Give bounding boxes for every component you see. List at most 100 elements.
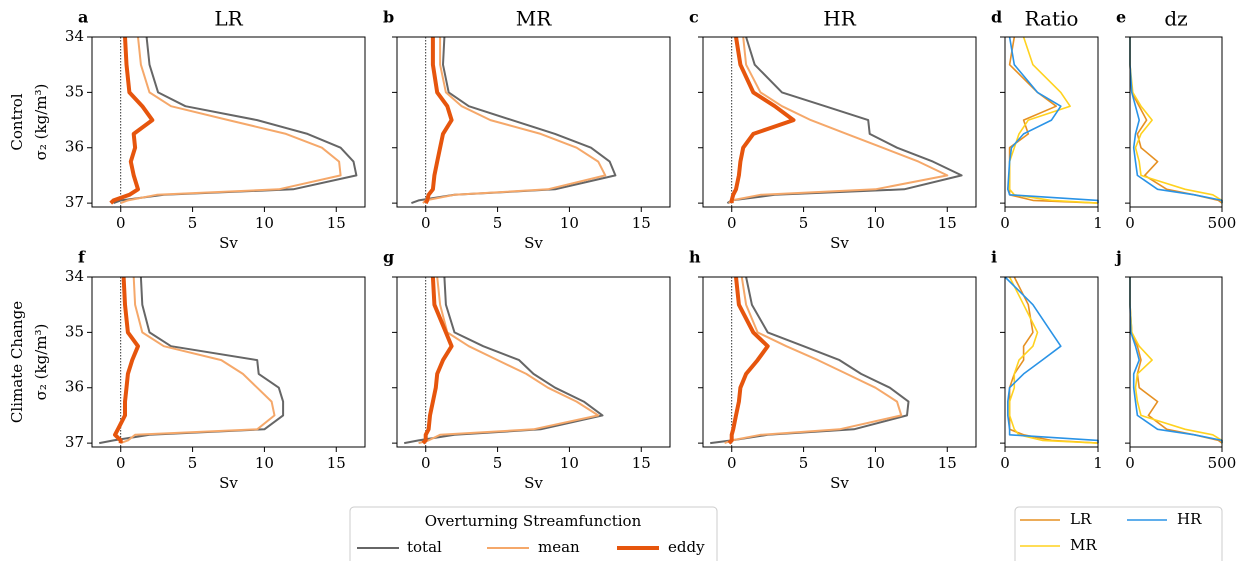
- legend-box: [1014, 506, 1223, 561]
- panel-label: j: [1114, 248, 1122, 267]
- series-line: [729, 36, 796, 204]
- x-axis-label: Sv: [524, 234, 543, 252]
- x-tick-label: 0: [116, 214, 126, 232]
- series-line: [726, 36, 963, 204]
- panel-title: HR: [823, 7, 856, 31]
- y-tick-label: 36: [65, 378, 84, 396]
- x-axis-label: Sv: [219, 474, 238, 492]
- x-axis-label: Sv: [524, 474, 543, 492]
- series-line: [421, 276, 454, 445]
- y-tick-label: 37: [65, 193, 84, 211]
- series-line: [120, 276, 276, 445]
- legend-label: MR: [1070, 536, 1097, 554]
- series-line: [1129, 277, 1223, 444]
- axes-frame: [1129, 276, 1223, 448]
- legend-label: eddy: [668, 538, 705, 556]
- legend-title: Overturning Streamfunction: [425, 512, 642, 530]
- panel-title: LR: [214, 7, 243, 31]
- axes-frame: [91, 36, 366, 208]
- y-axis-label: σ₂ (kg/m³): [32, 324, 50, 401]
- x-tick-label: 10: [255, 454, 274, 472]
- x-tick-label: 5: [799, 214, 809, 232]
- x-tick-label: 500: [1208, 214, 1237, 232]
- legend-label: HR: [1177, 510, 1202, 528]
- panel-label: h: [689, 248, 701, 267]
- panel-label: g: [383, 248, 394, 267]
- panel-title: dz: [1164, 7, 1187, 31]
- series-line: [1129, 37, 1223, 204]
- x-tick-label: 10: [866, 454, 885, 472]
- series-line: [1007, 36, 1099, 204]
- panel-label: b: [383, 8, 394, 27]
- panel-label: f: [78, 248, 86, 267]
- x-tick-label: 5: [188, 214, 198, 232]
- row-label: Control: [8, 93, 26, 150]
- x-tick-label: 0: [727, 214, 737, 232]
- x-tick-label: 10: [255, 214, 274, 232]
- series-line: [120, 36, 342, 205]
- series-line: [423, 37, 454, 205]
- panel-title: MR: [516, 7, 552, 31]
- x-axis-label: Sv: [830, 474, 849, 492]
- x-tick-label: 0: [727, 454, 737, 472]
- x-tick-label: 10: [560, 214, 579, 232]
- x-tick-label: 500: [1208, 454, 1237, 472]
- series-line: [113, 276, 140, 444]
- y-tick-label: 35: [65, 82, 84, 100]
- series-line: [724, 276, 903, 445]
- x-tick-label: 5: [493, 454, 503, 472]
- series-line: [1129, 277, 1223, 444]
- panel-label: d: [991, 8, 1002, 27]
- panel-label: i: [991, 248, 997, 267]
- x-tick-label: 15: [938, 214, 957, 232]
- y-tick-label: 34: [65, 27, 84, 45]
- series-line: [1129, 277, 1223, 444]
- x-tick-label: 15: [327, 214, 346, 232]
- series-line: [411, 36, 617, 205]
- series-line: [1129, 37, 1223, 204]
- axes-frame: [1004, 276, 1099, 448]
- axes-frame: [91, 276, 366, 448]
- panel-title: Ratio: [1025, 7, 1079, 31]
- x-tick-label: 0: [116, 454, 126, 472]
- x-tick-label: 5: [493, 214, 503, 232]
- x-tick-label: 5: [188, 454, 198, 472]
- axes-frame: [1004, 36, 1099, 208]
- axes-frame: [1129, 36, 1223, 208]
- x-tick-label: 10: [866, 214, 885, 232]
- axes-frame: [702, 276, 977, 448]
- legend-label: total: [407, 538, 442, 556]
- axes-frame: [396, 276, 671, 448]
- x-tick-label: 0: [421, 214, 431, 232]
- x-axis-label: Sv: [219, 234, 238, 252]
- x-tick-label: 0: [421, 454, 431, 472]
- row-label: Climate Change: [8, 301, 26, 423]
- axes-frame: [396, 36, 671, 208]
- x-tick-label: 15: [327, 454, 346, 472]
- series-line: [1004, 276, 1099, 444]
- x-tick-label: 15: [938, 454, 957, 472]
- y-axis-label: σ₂ (kg/m³): [32, 84, 50, 161]
- panel-label: a: [78, 8, 88, 27]
- x-tick-label: 0: [1000, 454, 1010, 472]
- x-tick-label: 1: [1093, 454, 1103, 472]
- x-tick-label: 10: [560, 454, 579, 472]
- panel-label: c: [689, 8, 699, 27]
- axes-frame: [702, 36, 977, 208]
- x-tick-label: 15: [632, 454, 651, 472]
- y-tick-label: 34: [65, 267, 84, 285]
- legend-label: mean: [538, 538, 580, 556]
- legend-label: LR: [1070, 510, 1092, 528]
- series-line: [422, 37, 607, 204]
- y-tick-label: 37: [65, 433, 84, 451]
- x-tick-label: 15: [632, 214, 651, 232]
- x-tick-label: 1: [1093, 214, 1103, 232]
- series-line: [728, 36, 949, 204]
- panel-label: e: [1116, 8, 1126, 27]
- x-axis-label: Sv: [830, 234, 849, 252]
- y-tick-label: 36: [65, 138, 84, 156]
- series-line: [109, 36, 155, 205]
- x-tick-label: 0: [1125, 214, 1135, 232]
- x-tick-label: 0: [1125, 454, 1135, 472]
